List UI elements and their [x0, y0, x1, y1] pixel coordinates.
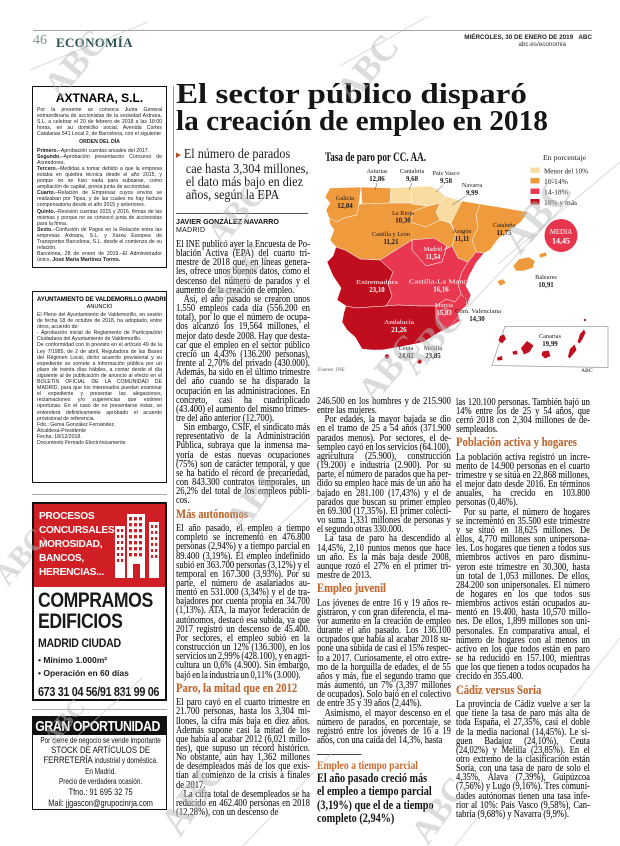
svg-text:11,11: 11,11 [455, 236, 470, 243]
svg-text:19,99: 19,99 [542, 341, 558, 348]
svg-text:11,75: 11,75 [496, 230, 512, 237]
svg-text:Galicia: Galicia [336, 195, 354, 202]
svg-text:Ceuta: Ceuta [399, 345, 414, 352]
svg-text:Canarias: Canarias [539, 333, 562, 340]
svg-text:País Vasco: País Vasco [433, 170, 460, 177]
svg-text:9,68: 9,68 [406, 176, 419, 183]
svg-text:16,16: 16,16 [433, 287, 449, 294]
svg-text:23,10: 23,10 [369, 287, 385, 294]
svg-text:Tasa de paro por CC. AA.: Tasa de paro por CC. AA. [325, 150, 426, 164]
svg-text:Melilla: Melilla [424, 345, 442, 352]
svg-text:14-18%: 14-18% [544, 188, 568, 197]
svg-text:La Rioja: La Rioja [392, 210, 414, 217]
svg-text:24,02: 24,02 [398, 353, 414, 360]
svg-text:11,21: 11,21 [383, 239, 399, 246]
svg-text:12,86: 12,86 [369, 176, 385, 183]
svg-text:Menor del 10%: Menor del 10% [544, 167, 588, 176]
svg-text:21,26: 21,26 [391, 327, 407, 334]
svg-text:Com. Valenciana: Com. Valenciana [455, 308, 501, 315]
svg-text:MEDIA: MEDIA [550, 229, 572, 236]
svg-text:Cantabria: Cantabria [400, 168, 425, 175]
svg-text:11,54: 11,54 [425, 254, 441, 261]
svg-text:14,45: 14,45 [552, 237, 570, 246]
svg-text:Aragón: Aragón [453, 228, 473, 235]
svg-text:10,91: 10,91 [538, 282, 554, 289]
svg-text:9,99: 9,99 [466, 190, 479, 197]
svg-text:Navarra: Navarra [462, 182, 482, 189]
svg-text:Madrid: Madrid [424, 246, 443, 253]
svg-text:Cataluña: Cataluña [493, 222, 516, 229]
svg-text:12,04: 12,04 [337, 203, 353, 210]
svg-text:10,30: 10,30 [395, 218, 411, 225]
svg-text:23,85: 23,85 [425, 353, 441, 360]
svg-text:Murcia: Murcia [435, 302, 453, 309]
svg-text:Fuente: INE: Fuente: INE [318, 367, 346, 373]
svg-text:Castilla-La Mancha: Castilla-La Mancha [409, 279, 475, 286]
svg-text:Andalucía: Andalucía [384, 319, 414, 326]
svg-text:ABC: ABC [581, 368, 593, 374]
svg-text:En porcentaje: En porcentaje [543, 153, 587, 162]
svg-text:15,83: 15,83 [436, 310, 452, 317]
svg-text:Asturias: Asturias [367, 168, 389, 175]
svg-text:18% y más: 18% y más [544, 198, 577, 207]
svg-text:9,58: 9,58 [440, 178, 453, 185]
svg-text:10-14%: 10-14% [544, 177, 568, 186]
svg-text:Baleares: Baleares [535, 274, 557, 281]
svg-text:Extremadura: Extremadura [356, 279, 398, 286]
svg-text:14,30: 14,30 [469, 316, 485, 323]
svg-text:Castilla y León: Castilla y León [372, 231, 411, 238]
